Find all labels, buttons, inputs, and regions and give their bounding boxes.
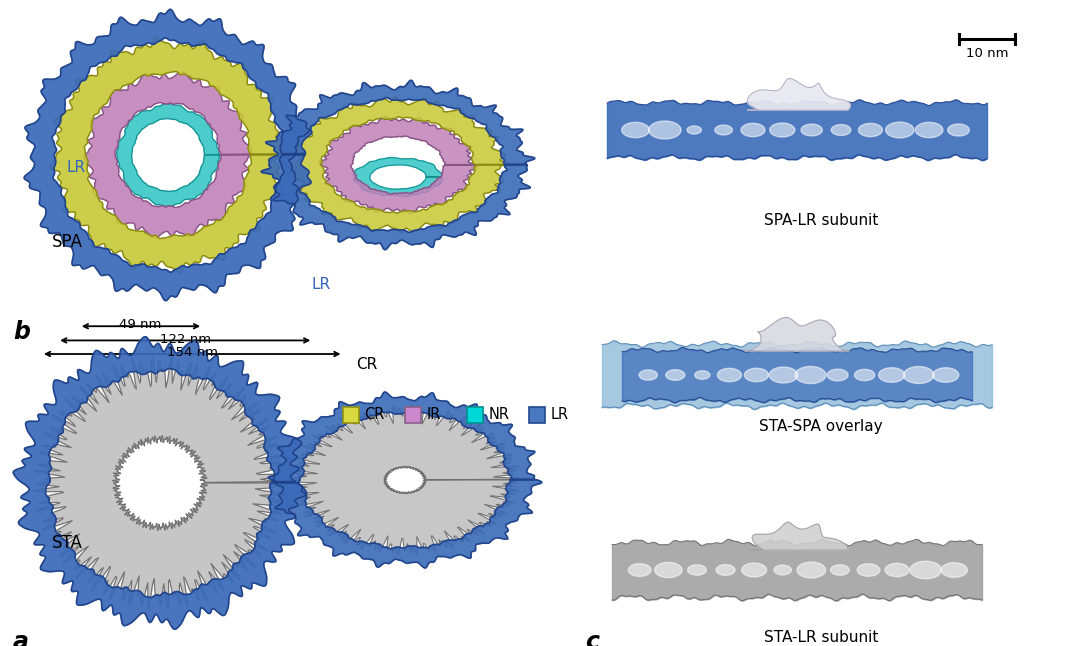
Polygon shape [117,104,219,206]
Text: CR: CR [364,408,384,422]
FancyBboxPatch shape [529,407,545,423]
Polygon shape [933,368,959,382]
Text: STA-SPA overlay: STA-SPA overlay [759,419,882,433]
Polygon shape [629,564,651,576]
Polygon shape [909,561,942,579]
Polygon shape [353,158,443,196]
Text: LR: LR [311,276,330,292]
Polygon shape [904,366,934,384]
Polygon shape [84,72,252,238]
Polygon shape [742,563,767,577]
Polygon shape [859,123,882,137]
Polygon shape [770,123,795,137]
Text: c: c [585,630,599,646]
Text: IR: IR [427,408,441,422]
Polygon shape [288,97,508,233]
Polygon shape [622,122,649,138]
Polygon shape [715,125,732,135]
Polygon shape [751,522,848,550]
Text: SPA-LR subunit: SPA-LR subunit [764,213,878,228]
Polygon shape [831,565,849,575]
Polygon shape [827,369,848,381]
Polygon shape [261,80,535,250]
Polygon shape [747,79,850,110]
Polygon shape [13,337,307,629]
Polygon shape [854,370,875,380]
FancyBboxPatch shape [405,407,421,423]
Text: 10 nm: 10 nm [966,47,1009,60]
Polygon shape [769,367,798,383]
Polygon shape [832,125,851,136]
Polygon shape [649,121,681,139]
Polygon shape [801,124,822,136]
Polygon shape [665,370,685,380]
Text: STA: STA [52,534,83,552]
Text: CR: CR [356,357,378,373]
Polygon shape [774,565,792,575]
Text: 49 nm: 49 nm [119,318,162,331]
Text: 154 nm: 154 nm [166,346,218,359]
Polygon shape [797,562,825,578]
Text: a: a [13,630,29,646]
Polygon shape [947,124,970,136]
Polygon shape [745,317,849,351]
Polygon shape [878,368,905,382]
Text: LR: LR [551,408,568,422]
Text: b: b [13,320,30,344]
FancyBboxPatch shape [343,407,360,423]
Polygon shape [941,563,968,578]
Polygon shape [32,356,287,610]
Polygon shape [916,122,943,138]
Polygon shape [744,368,769,382]
Polygon shape [319,116,477,213]
Polygon shape [694,371,710,379]
Polygon shape [268,392,542,568]
Polygon shape [687,126,701,134]
Polygon shape [741,123,765,137]
Text: 122 nm: 122 nm [160,333,212,346]
Polygon shape [858,564,880,576]
Polygon shape [24,10,312,300]
Polygon shape [795,366,826,384]
Polygon shape [654,563,683,578]
Polygon shape [291,405,519,555]
Text: STA-LR subunit: STA-LR subunit [764,630,878,645]
Text: SPA: SPA [52,233,83,251]
Text: NR: NR [488,408,510,422]
Polygon shape [717,368,742,382]
Polygon shape [688,565,706,575]
Polygon shape [716,565,735,576]
Polygon shape [885,563,909,577]
Polygon shape [886,122,914,138]
Text: LR: LR [67,160,86,176]
Polygon shape [639,370,658,380]
FancyBboxPatch shape [468,407,484,423]
Polygon shape [50,37,286,273]
